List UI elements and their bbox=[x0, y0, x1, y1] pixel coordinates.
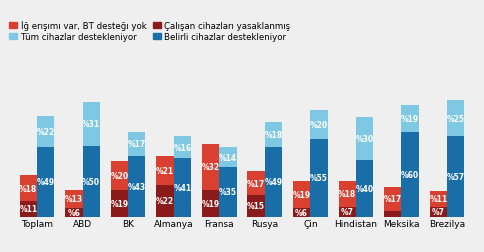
Bar bbox=[128, 156, 145, 217]
Bar bbox=[430, 207, 447, 217]
Bar bbox=[247, 196, 265, 217]
Text: %31: %31 bbox=[82, 120, 100, 129]
Bar bbox=[174, 136, 191, 159]
Text: %43: %43 bbox=[128, 182, 146, 191]
Text: %57: %57 bbox=[447, 172, 465, 181]
Bar bbox=[293, 208, 310, 217]
Text: %19: %19 bbox=[401, 114, 419, 123]
Bar bbox=[430, 191, 447, 207]
Bar bbox=[247, 172, 265, 196]
Text: %17: %17 bbox=[247, 179, 265, 188]
Bar bbox=[83, 146, 100, 217]
Bar bbox=[202, 190, 219, 217]
Bar bbox=[219, 148, 237, 167]
Text: %13: %13 bbox=[65, 195, 83, 204]
Bar bbox=[339, 207, 356, 217]
Bar bbox=[384, 211, 401, 217]
Text: %6: %6 bbox=[67, 208, 80, 217]
Text: %17: %17 bbox=[384, 195, 402, 204]
Text: %17: %17 bbox=[128, 140, 146, 148]
Bar bbox=[128, 132, 145, 156]
Text: %7: %7 bbox=[432, 207, 445, 216]
Bar bbox=[20, 176, 37, 201]
Bar bbox=[83, 102, 100, 146]
Text: %32: %32 bbox=[201, 163, 220, 172]
Bar bbox=[310, 139, 328, 217]
Text: %20: %20 bbox=[310, 120, 328, 130]
Bar bbox=[447, 136, 464, 217]
Bar bbox=[339, 181, 356, 207]
Bar bbox=[37, 116, 54, 148]
Text: %40: %40 bbox=[355, 184, 374, 193]
Bar bbox=[447, 101, 464, 136]
Text: %18: %18 bbox=[19, 184, 37, 193]
Legend: İğ erışımı var, BT desteğı yok, Tüm cihazlar destekleniyor, Çalışan cihazları ya: İğ erışımı var, BT desteğı yok, Tüm ciha… bbox=[9, 21, 290, 42]
Text: %49: %49 bbox=[264, 178, 283, 187]
Text: %21: %21 bbox=[156, 166, 174, 175]
Text: %22: %22 bbox=[37, 128, 55, 137]
Text: %49: %49 bbox=[37, 178, 55, 187]
Text: %30: %30 bbox=[355, 135, 374, 144]
Text: %19: %19 bbox=[293, 190, 311, 199]
Bar bbox=[310, 111, 328, 139]
Text: %20: %20 bbox=[110, 171, 129, 180]
Bar bbox=[111, 190, 128, 217]
Text: %19: %19 bbox=[110, 199, 129, 208]
Bar bbox=[356, 118, 373, 160]
Bar bbox=[219, 167, 237, 217]
Text: %41: %41 bbox=[173, 183, 191, 192]
Text: %15: %15 bbox=[247, 202, 265, 211]
Text: %11: %11 bbox=[19, 204, 37, 213]
Text: %7: %7 bbox=[341, 207, 354, 216]
Text: %14: %14 bbox=[219, 153, 237, 162]
Bar bbox=[265, 148, 282, 217]
Text: %18: %18 bbox=[338, 190, 356, 199]
Text: %11: %11 bbox=[429, 195, 447, 204]
Bar bbox=[111, 162, 128, 190]
Bar bbox=[174, 159, 191, 217]
Text: %55: %55 bbox=[310, 173, 328, 182]
Text: %6: %6 bbox=[295, 208, 308, 217]
Bar bbox=[37, 148, 54, 217]
Text: %16: %16 bbox=[173, 143, 191, 152]
Bar bbox=[20, 201, 37, 217]
Bar bbox=[156, 186, 174, 217]
Bar bbox=[202, 145, 219, 190]
Bar bbox=[356, 160, 373, 217]
Text: %50: %50 bbox=[82, 177, 100, 186]
Bar bbox=[293, 181, 310, 208]
Bar bbox=[65, 208, 83, 217]
Bar bbox=[156, 156, 174, 186]
Text: %25: %25 bbox=[447, 114, 465, 123]
Text: %19: %19 bbox=[201, 199, 220, 208]
Bar bbox=[401, 105, 419, 132]
Bar bbox=[384, 187, 401, 211]
Text: %60: %60 bbox=[401, 170, 419, 179]
Text: %18: %18 bbox=[264, 130, 283, 139]
Text: %22: %22 bbox=[156, 197, 174, 206]
Bar bbox=[265, 122, 282, 148]
Bar bbox=[401, 132, 419, 217]
Text: %35: %35 bbox=[219, 187, 237, 197]
Bar bbox=[65, 190, 83, 208]
